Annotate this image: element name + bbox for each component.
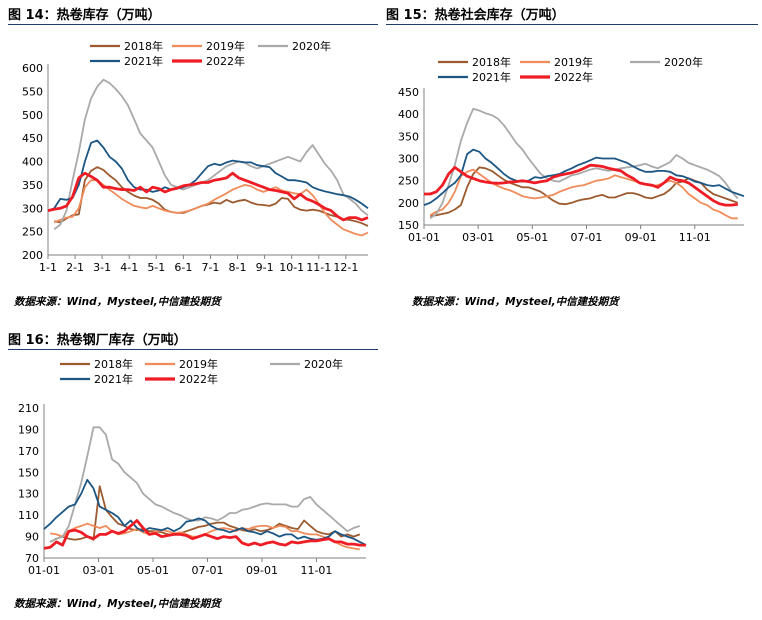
x-tick-label: 12-1 (333, 261, 358, 274)
x-tick-label: 07-01 (191, 564, 223, 577)
series-line-2018 (430, 166, 739, 217)
y-tick-label: 400 (398, 108, 419, 121)
y-tick-label: 350 (398, 130, 419, 143)
chart-svg: 150 200 250 300 350 400 450 01-01 03-01 05-01 07-0… (398, 55, 745, 244)
legend-label: 2019年 (179, 357, 218, 371)
y-tick-label: 200 (22, 249, 43, 262)
y-tick-label: 450 (22, 132, 43, 145)
x-tick-label: 07-01 (570, 231, 602, 244)
y-tick-label: 210 (18, 402, 39, 415)
x-tick-label: 1-1 (39, 261, 57, 274)
legend-label: 2019年 (554, 55, 593, 69)
chart-title: 图 15：热卷社会库存（万吨） (386, 8, 565, 23)
series-line-2021 (423, 148, 745, 206)
x-tick-label: 11-01 (300, 564, 332, 577)
x-tick-label: 8-1 (229, 261, 247, 274)
legend-label: 2021年 (94, 372, 133, 386)
legend-label: 2021年 (124, 54, 163, 68)
y-tick-label: 250 (22, 226, 43, 239)
x-tick-label: 05-01 (137, 564, 169, 577)
data-source-note: 数据来源：Wind，Mysteel,中信建投期货 (14, 296, 221, 308)
series-line-2018 (54, 166, 369, 227)
legend-label: 2022年 (554, 70, 593, 84)
y-tick-label: 450 (398, 86, 419, 99)
x-tick-label: 03-01 (83, 564, 115, 577)
chart-svg: 70 90 110 130 150 170 190 210 01-01 03-01 05-01 07-… (18, 357, 367, 577)
legend-label: 2018年 (94, 357, 133, 371)
x-tick-label: 01-01 (28, 564, 60, 577)
y-tick-label: 400 (22, 156, 43, 169)
x-tick-label: 03-01 (462, 231, 494, 244)
y-tick-label: 200 (398, 197, 419, 210)
chart-title: 图 14：热卷库存（万吨） (8, 8, 161, 23)
series-line-2020 (53, 78, 369, 231)
x-tick-label: 01-01 (408, 231, 440, 244)
series-line-2022 (424, 163, 739, 207)
y-tick-label: 600 (22, 62, 43, 75)
x-tick-label: 09-01 (246, 564, 278, 577)
legend-label: 2019年 (206, 39, 245, 53)
x-tick-label: 2-1 (66, 261, 84, 274)
y-tick-label: 70 (25, 552, 39, 565)
legend-label: 2020年 (304, 357, 343, 371)
title-rule (386, 24, 758, 25)
x-tick-label: 09-01 (625, 231, 657, 244)
legend-label: 2022年 (206, 54, 245, 68)
title-rule (8, 24, 378, 25)
x-tick-label: 3-1 (93, 261, 111, 274)
y-tick-label: 90 (25, 531, 39, 544)
x-tick-label: 6-1 (174, 261, 192, 274)
x-tick-label: 11-1 (306, 261, 331, 274)
series-line-2020 (49, 426, 361, 543)
legend-label: 2018年 (124, 39, 163, 53)
y-tick-label: 250 (398, 175, 419, 188)
x-tick-label: 4-1 (120, 261, 138, 274)
legend-label: 2021年 (472, 70, 511, 84)
x-tick-label: 10-1 (279, 261, 304, 274)
x-tick-label: 7-1 (201, 261, 219, 274)
series-line-2022 (43, 519, 366, 550)
data-source-note: 数据来源：Wind，Mysteel,中信建投期货 (14, 598, 221, 610)
x-tick-label: 5-1 (147, 261, 165, 274)
chart-title: 图 16：热卷钢厂库存（万吨） (8, 333, 187, 348)
series-line-2021 (43, 478, 367, 546)
x-tick-label: 11-01 (679, 231, 711, 244)
legend-label: 2020年 (292, 39, 331, 53)
x-tick-label: 9-1 (256, 261, 274, 274)
y-tick-label: 350 (22, 179, 43, 192)
series-line-2020 (429, 107, 739, 220)
y-tick-label: 130 (18, 488, 39, 501)
y-tick-label: 150 (398, 219, 419, 232)
data-source-note: 数据来源：Wind，Mysteel,中信建投期货 (412, 296, 619, 308)
y-tick-label: 550 (22, 85, 43, 98)
legend-label: 2022年 (179, 372, 218, 386)
y-tick-label: 170 (18, 445, 39, 458)
legend-label: 2020年 (664, 55, 703, 69)
y-tick-label: 300 (22, 202, 43, 215)
y-tick-label: 150 (18, 466, 39, 479)
legend-label: 2018年 (472, 55, 511, 69)
y-tick-label: 110 (18, 509, 39, 522)
series-line-2019 (429, 168, 738, 220)
y-tick-label: 190 (18, 423, 39, 436)
series-line-2022 (47, 171, 369, 222)
title-rule (8, 349, 378, 350)
chart-svg: 200 250 300 350 400 450 500 550 600 1-1 2-1 3-1 4-1 5… (22, 39, 369, 274)
x-tick-label: 05-01 (516, 231, 548, 244)
series-line-2018 (49, 485, 361, 543)
y-tick-label: 300 (398, 153, 419, 166)
series-line-2019 (53, 179, 369, 237)
series-line-2021 (47, 139, 369, 212)
y-tick-label: 500 (22, 109, 43, 122)
